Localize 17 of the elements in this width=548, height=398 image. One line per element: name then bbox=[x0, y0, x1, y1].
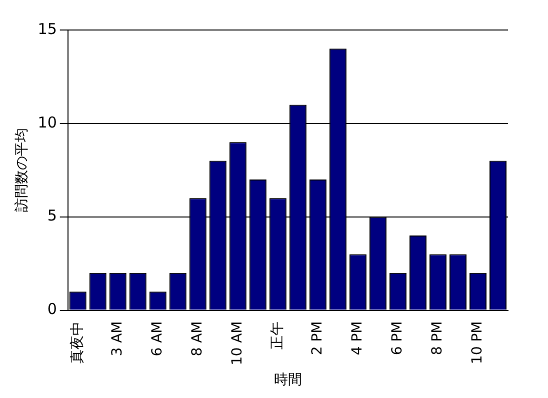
x-tick-label: 8 PM bbox=[430, 321, 446, 356]
x-tick-label: 10 AM bbox=[230, 321, 246, 366]
x-tick-label: 正午 bbox=[270, 321, 286, 350]
x-tick-label: 6 PM bbox=[390, 321, 406, 356]
x-axis-title: 時間 bbox=[274, 372, 302, 388]
x-tick-label: 3 AM bbox=[110, 321, 126, 356]
x-tick-label: 4 PM bbox=[350, 321, 366, 356]
x-tick-label: 10 PM bbox=[470, 321, 486, 364]
y-tick-label: 5 bbox=[47, 206, 57, 225]
x-tick-label: 真夜中 bbox=[70, 321, 86, 364]
y-tick-label: 0 bbox=[47, 300, 57, 318]
y-axis-title: 訪問数の平均 bbox=[14, 128, 30, 212]
x-tick-label: 8 AM bbox=[190, 321, 206, 356]
y-tick-label: 15 bbox=[38, 20, 57, 38]
x-tick-label: 6 AM bbox=[150, 321, 166, 356]
x-tick-label: 2 PM bbox=[310, 321, 326, 356]
y-tick-label: 10 bbox=[38, 113, 57, 132]
